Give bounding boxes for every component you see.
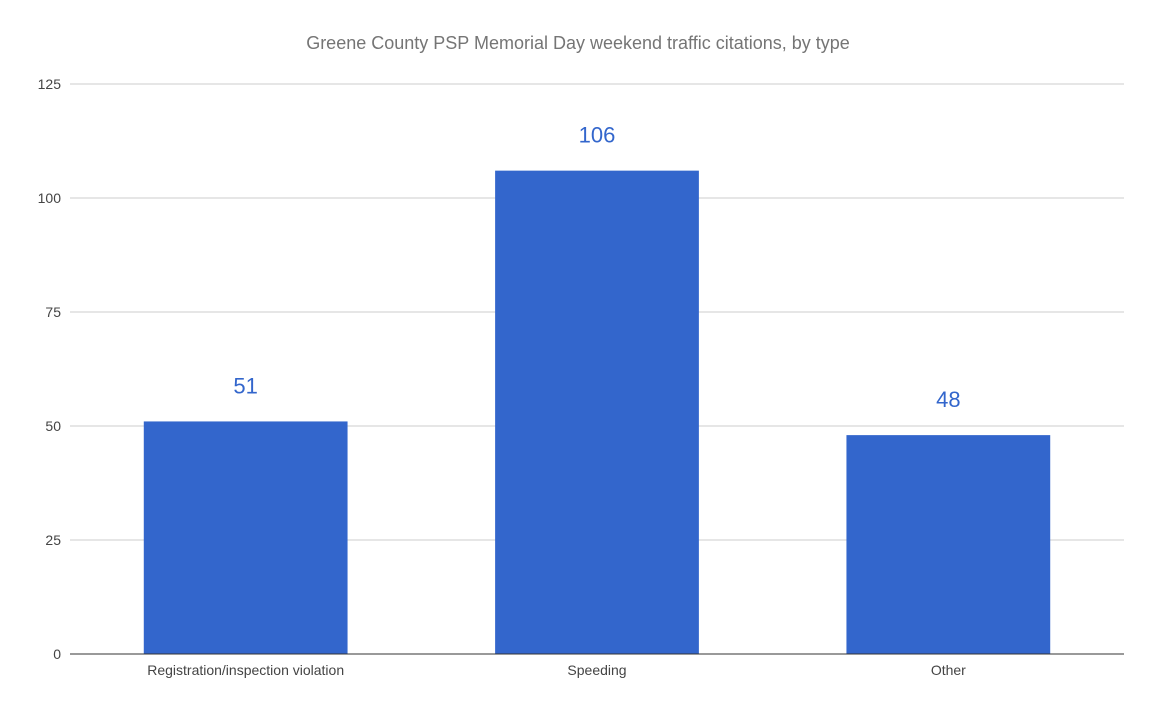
- y-tick-label: 25: [45, 532, 61, 548]
- x-category-label: Registration/inspection violation: [147, 662, 344, 678]
- chart-title: Greene County PSP Memorial Day weekend t…: [306, 33, 850, 53]
- y-tick-label: 75: [45, 304, 61, 320]
- data-label: 106: [579, 123, 616, 148]
- bar-2: [495, 170, 699, 654]
- x-axis-labels: Registration/inspection violation Speedin…: [147, 662, 966, 678]
- data-label: 48: [936, 387, 960, 412]
- y-tick-label: 125: [38, 76, 62, 92]
- x-category-label: Other: [931, 662, 966, 678]
- data-labels: 51 106 48: [233, 123, 960, 412]
- y-tick-label: 0: [53, 646, 61, 662]
- x-category-label: Speeding: [567, 662, 626, 678]
- data-label: 51: [233, 373, 257, 398]
- bar-1: [143, 421, 348, 654]
- bar-3: [846, 435, 1051, 654]
- bars: [143, 170, 1051, 654]
- y-tick-label: 100: [38, 190, 62, 206]
- y-tick-label: 50: [45, 418, 61, 434]
- y-axis-ticks: 0 25 50 75 100 125: [38, 76, 62, 662]
